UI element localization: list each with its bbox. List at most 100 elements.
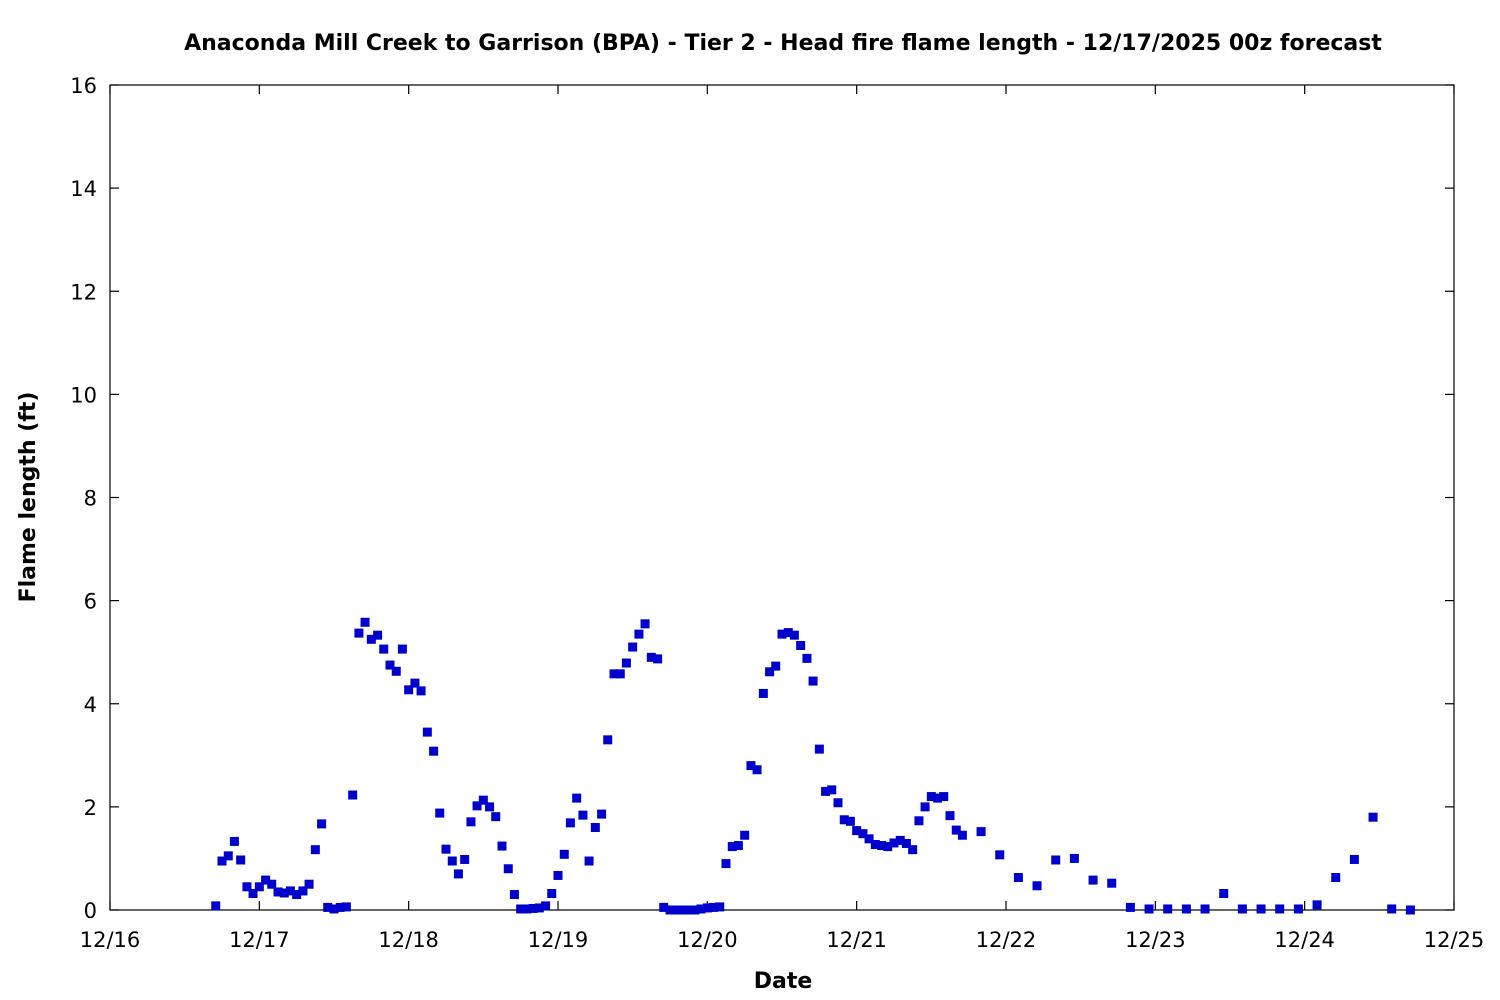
data-point: [671, 905, 681, 915]
data-point: [597, 809, 607, 819]
data-point: [348, 790, 358, 800]
data-point: [373, 630, 383, 640]
data-point: [864, 834, 874, 844]
data-point: [1368, 812, 1378, 822]
data-point: [522, 904, 532, 914]
data-point: [634, 629, 644, 639]
x-tick-label: 12/24: [1274, 928, 1335, 952]
y-tick-label: 0: [84, 899, 97, 923]
data-point: [1125, 902, 1135, 912]
data-point: [584, 856, 594, 866]
data-point: [1349, 854, 1359, 864]
data-point: [310, 845, 320, 855]
data-point: [497, 841, 507, 851]
x-tick-label: 12/25: [1424, 928, 1485, 952]
data-point: [1032, 881, 1042, 891]
data-point: [559, 849, 569, 859]
data-point: [845, 816, 855, 826]
x-tick-label: 12/20: [677, 928, 738, 952]
data-point: [1331, 873, 1341, 883]
chart-title: Anaconda Mill Creek to Garrison (BPA) - …: [184, 31, 1382, 56]
data-point: [248, 889, 258, 898]
data-point: [565, 818, 575, 828]
data-point: [858, 829, 868, 839]
data-point: [827, 785, 837, 795]
data-point: [223, 851, 233, 861]
data-point: [422, 727, 432, 737]
data-point: [1181, 904, 1191, 914]
data-point: [1051, 855, 1061, 865]
data-point: [640, 619, 650, 629]
data-point: [441, 844, 451, 854]
data-point: [684, 905, 694, 915]
data-point: [1107, 878, 1117, 888]
data-point: [870, 840, 880, 850]
data-point: [914, 816, 924, 826]
data-point: [621, 658, 631, 668]
data-point: [416, 686, 426, 696]
x-axis: 12/16 12/17 12/18 12/19 12/20 12/21 12/22 12/23…: [80, 85, 1485, 952]
data-point: [1293, 904, 1303, 914]
data-point: [945, 811, 955, 821]
data-point: [254, 882, 264, 892]
data-point: [1163, 904, 1173, 914]
data-point: [677, 905, 687, 915]
data-point: [852, 826, 862, 836]
data-point: [789, 630, 799, 640]
data-point: [814, 744, 824, 754]
data-point: [509, 890, 519, 900]
data-point: [472, 801, 482, 811]
data-point: [1200, 904, 1210, 914]
data-point: [267, 879, 277, 889]
data-point: [771, 661, 781, 671]
data-point: [808, 676, 818, 686]
data-point: [765, 667, 775, 677]
data-point: [715, 902, 725, 912]
data-point: [391, 666, 401, 676]
y-tick-label: 4: [84, 693, 97, 717]
y-tick-label: 2: [84, 796, 97, 820]
data-point: [534, 903, 544, 913]
data-point: [453, 869, 463, 879]
data-point: [895, 835, 905, 845]
data-point: [1275, 904, 1285, 914]
data-point: [920, 802, 930, 812]
data-point: [659, 902, 669, 912]
data-point: [503, 864, 513, 874]
data-point: [229, 836, 239, 846]
data-point: [354, 628, 364, 638]
data-point: [603, 735, 613, 745]
data-point: [429, 746, 439, 756]
data-point: [1405, 905, 1415, 915]
data-point: [478, 795, 488, 805]
data-point: [1013, 873, 1023, 883]
data-point: [702, 903, 712, 913]
data-point: [335, 902, 345, 912]
data-point: [1069, 853, 1079, 863]
data-point: [1088, 875, 1098, 885]
data-point: [926, 792, 936, 802]
data-point: [572, 793, 582, 803]
data-point: [889, 838, 899, 848]
data-point: [528, 903, 538, 913]
x-tick-label: 12/16: [80, 928, 141, 952]
data-point: [292, 890, 302, 900]
x-tick-label: 12/22: [976, 928, 1037, 952]
data-point: [777, 629, 787, 639]
data-point: [553, 870, 563, 880]
data-point: [273, 887, 283, 897]
y-tick-label: 14: [70, 177, 97, 201]
data-point: [802, 653, 812, 663]
data-point: [279, 888, 289, 898]
x-tick-label: 12/17: [229, 928, 290, 952]
data-point: [758, 688, 768, 698]
data-point: [385, 660, 395, 670]
x-tick-label: 12/23: [1125, 928, 1186, 952]
data-point: [976, 827, 986, 837]
data-point: [709, 902, 719, 912]
y-tick-label: 16: [70, 74, 97, 98]
data-point: [1387, 904, 1397, 914]
y-tick-label: 12: [70, 280, 97, 304]
data-point: [995, 850, 1005, 860]
data-point: [360, 617, 370, 627]
